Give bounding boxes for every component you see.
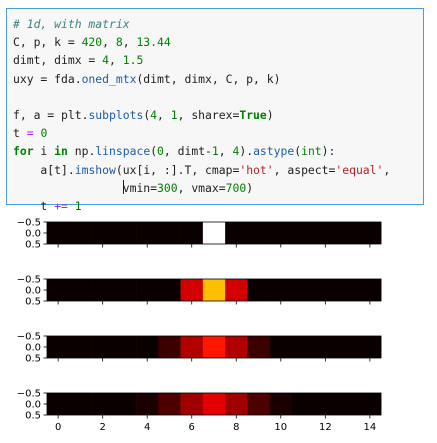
heatmap-cell xyxy=(136,393,159,415)
heatmap-cell xyxy=(225,336,248,358)
heatmap-cell xyxy=(314,222,337,244)
heatmap-cell xyxy=(359,222,382,244)
heatmap-cell xyxy=(92,393,115,415)
y-tick-label: 0.5 xyxy=(25,240,41,251)
x-tick-label: 6 xyxy=(189,422,195,433)
y-tick-label: 0.5 xyxy=(25,354,41,365)
heatmap-cell xyxy=(158,336,181,358)
x-tick-label: 2 xyxy=(99,422,105,433)
heatmap-cell xyxy=(247,336,270,358)
heatmap-cell xyxy=(203,393,226,415)
x-tick-label: 8 xyxy=(233,422,239,433)
heatmap-cell xyxy=(314,393,337,415)
heatmap-cell xyxy=(92,279,115,301)
heatmap-cell xyxy=(69,393,92,415)
heatmap-cell xyxy=(292,336,315,358)
heatmap-cell xyxy=(336,222,359,244)
heatmap-cell xyxy=(203,222,226,244)
heatmap-cell xyxy=(69,222,92,244)
heatmap-cell xyxy=(181,222,204,244)
y-tick-label: 0.0 xyxy=(25,229,41,240)
heatmap-cell xyxy=(359,279,382,301)
heatmap-cell xyxy=(292,222,315,244)
y-tick-label: −0.5 xyxy=(17,332,41,343)
heatmap-cell xyxy=(270,336,293,358)
heatmap-cell xyxy=(203,336,226,358)
heatmap-cell xyxy=(158,222,181,244)
heatmap-cell xyxy=(114,222,137,244)
heatmap-cell xyxy=(181,279,204,301)
y-tick-label: −0.5 xyxy=(17,218,41,229)
heatmap-cell xyxy=(47,222,70,244)
heatmap-cell xyxy=(47,336,70,358)
heatmap-cell xyxy=(114,336,137,358)
heatmap-cell xyxy=(181,336,204,358)
heatmap-cell xyxy=(114,393,137,415)
heatmap-cell xyxy=(247,279,270,301)
heatmap-cell xyxy=(292,279,315,301)
heatmap-cell xyxy=(136,279,159,301)
y-tick-label: 0.0 xyxy=(25,286,41,297)
heatmap-cell xyxy=(225,222,248,244)
heatmap-cell xyxy=(359,393,382,415)
y-tick-label: −0.5 xyxy=(17,275,41,286)
heatmap-cell xyxy=(270,393,293,415)
x-tick-label: 0 xyxy=(55,422,61,433)
heatmap-cell xyxy=(336,393,359,415)
heatmap-cell xyxy=(314,279,337,301)
heatmap-cell xyxy=(359,336,382,358)
heatmap-cell xyxy=(114,279,137,301)
heatmap-cell xyxy=(225,393,248,415)
heatmap-cell xyxy=(247,393,270,415)
y-tick-label: 0.5 xyxy=(25,411,41,422)
heatmap-cell xyxy=(92,336,115,358)
heatmap-cell xyxy=(314,336,337,358)
heatmap-cell xyxy=(69,279,92,301)
x-tick-label: 12 xyxy=(319,422,332,433)
heatmap-cell xyxy=(336,336,359,358)
y-tick-label: 0.5 xyxy=(25,297,41,308)
heatmap-cell xyxy=(92,222,115,244)
heatmap-cell xyxy=(158,393,181,415)
y-tick-label: 0.0 xyxy=(25,343,41,354)
heatmap-cell xyxy=(225,279,248,301)
x-tick-label: 4 xyxy=(144,422,150,433)
heatmap-cell xyxy=(136,336,159,358)
heatmap-cell xyxy=(247,222,270,244)
y-tick-label: 0.0 xyxy=(25,400,41,411)
heatmap-cell xyxy=(181,393,204,415)
x-tick-label: 14 xyxy=(363,422,376,433)
heatmap-cell xyxy=(136,222,159,244)
heatmap-cell xyxy=(336,279,359,301)
heatmap-cell xyxy=(47,279,70,301)
heatmap-cell xyxy=(270,222,293,244)
heatmap-cell xyxy=(203,279,226,301)
heatmap-cell xyxy=(47,393,70,415)
heatmap-cell xyxy=(292,393,315,415)
y-tick-label: −0.5 xyxy=(17,389,41,400)
x-tick-label: 10 xyxy=(274,422,287,433)
heatmap-cell xyxy=(270,279,293,301)
heatmap-cell xyxy=(158,279,181,301)
heatmap-cell xyxy=(69,336,92,358)
